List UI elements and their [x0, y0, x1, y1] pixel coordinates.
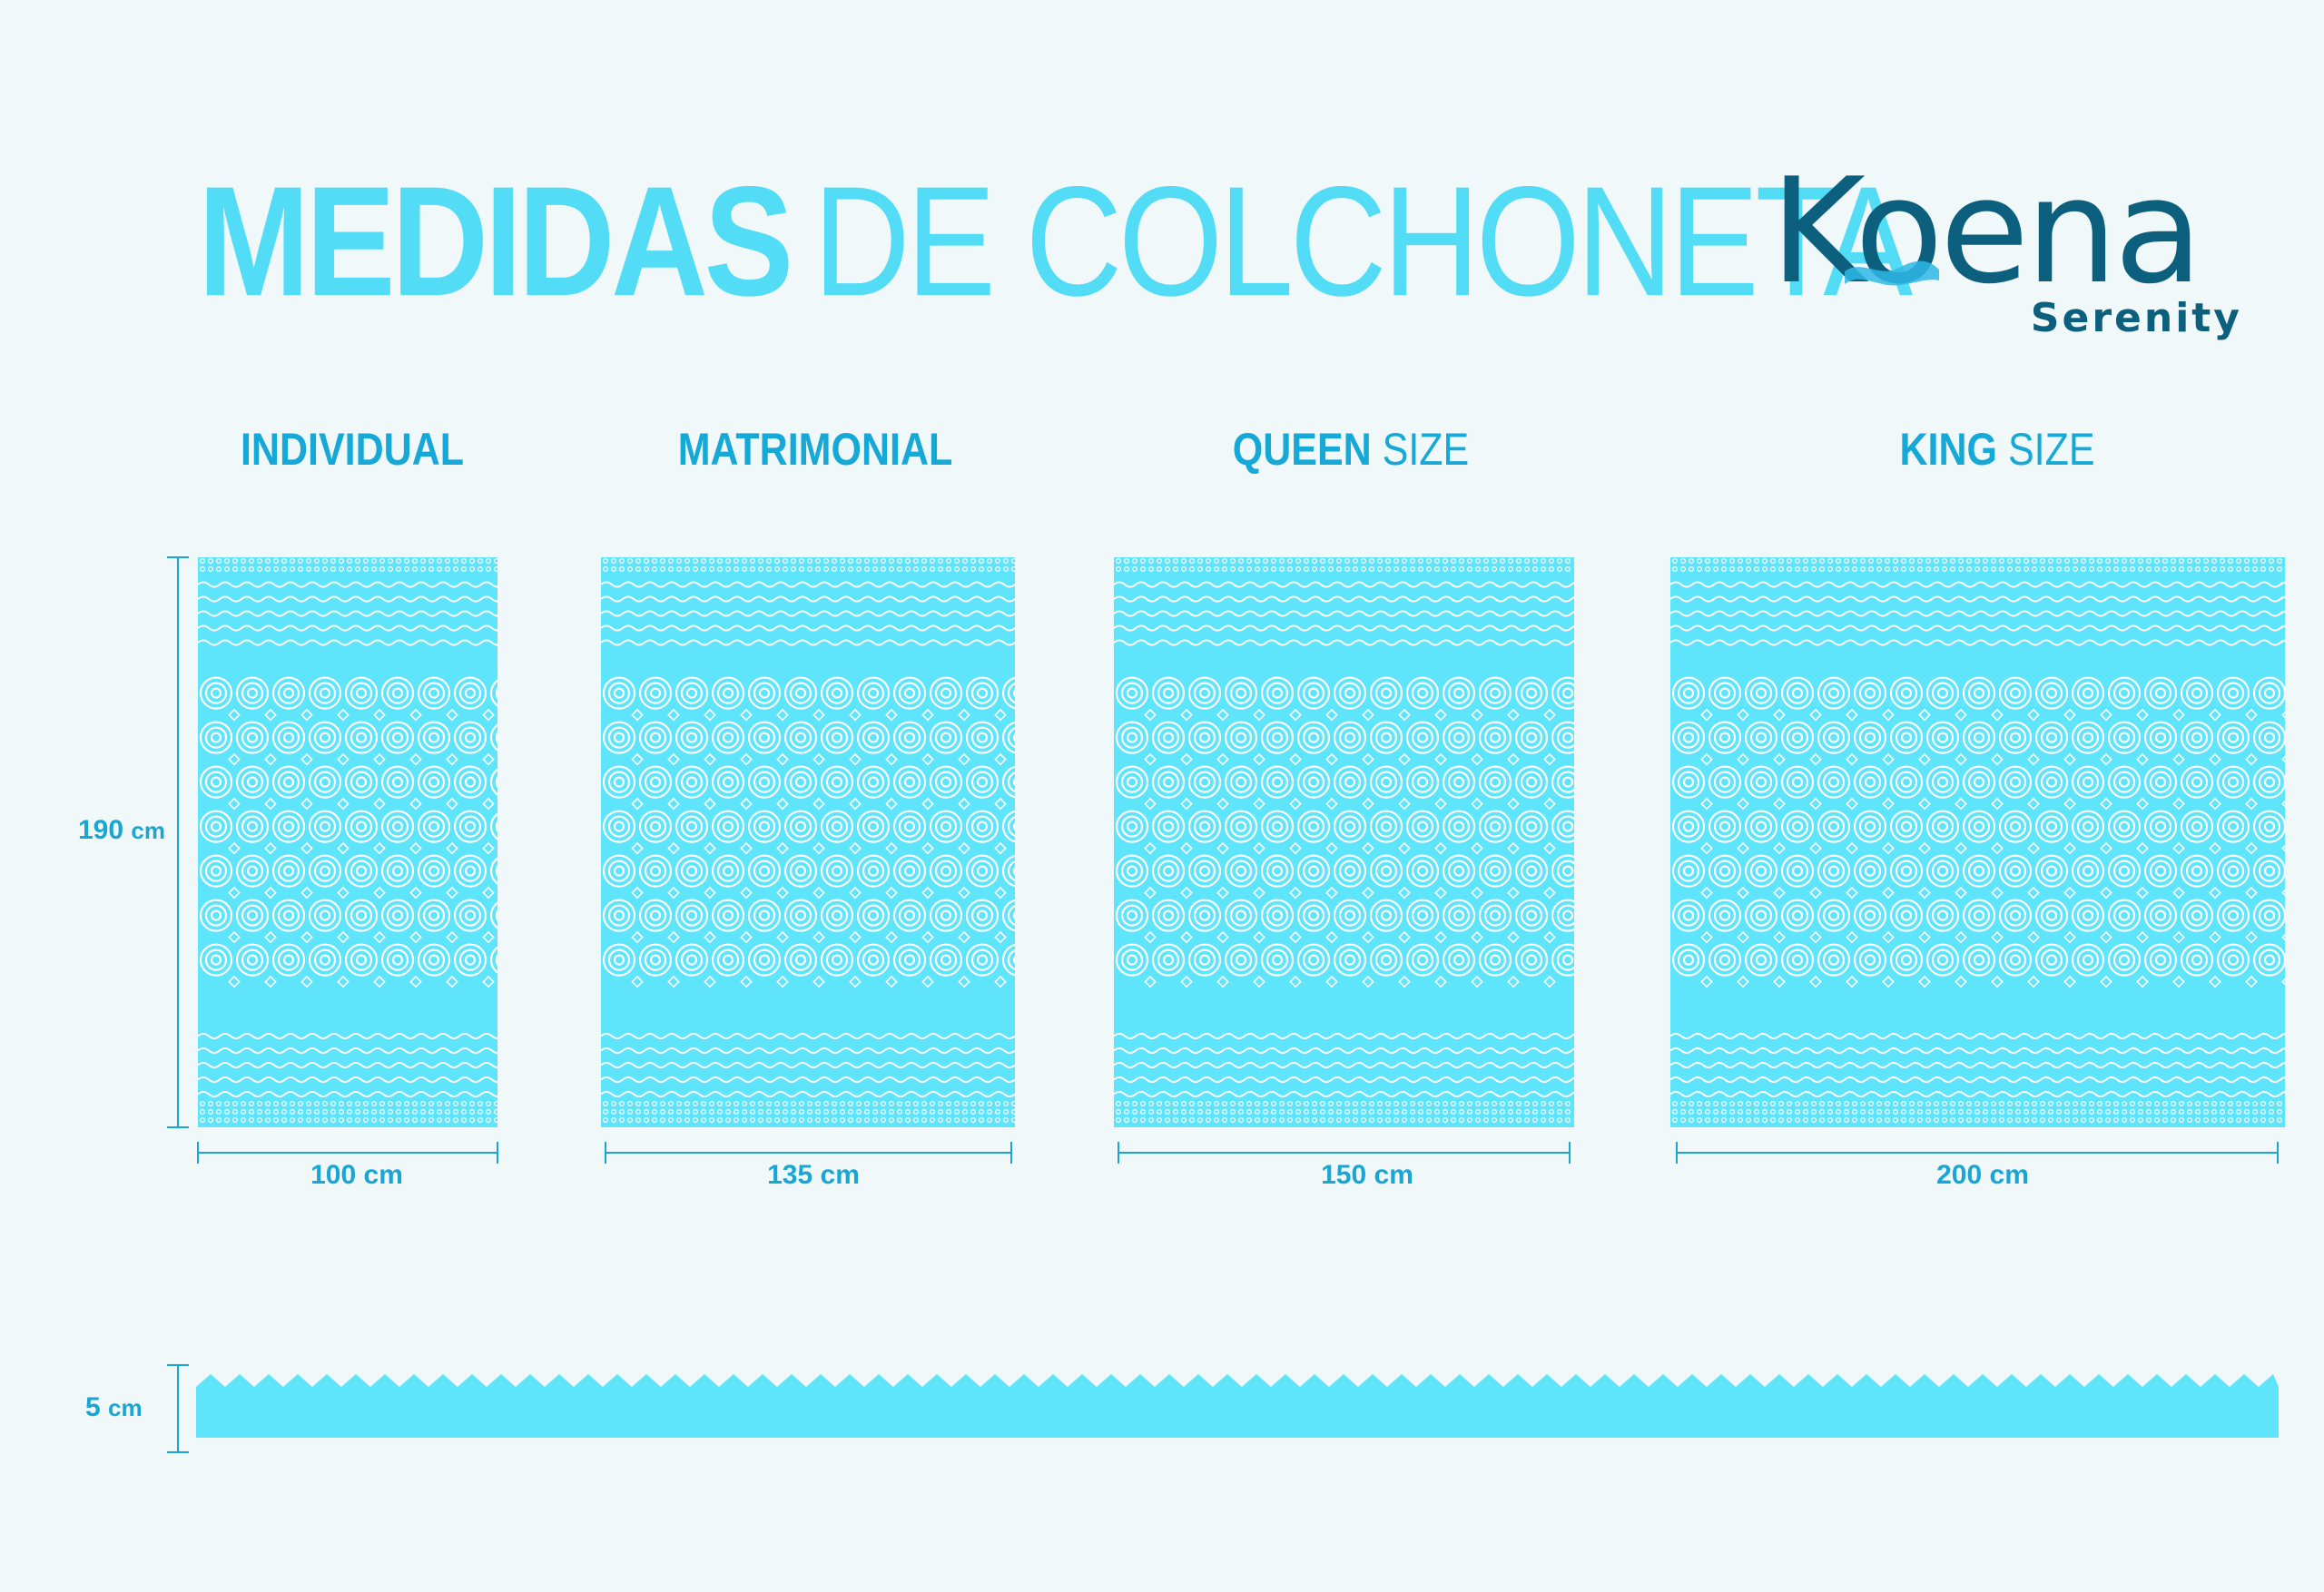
width-label-matrimonial: 135 cm	[767, 1160, 860, 1190]
page-title: MEDIDAS DE COLCHONETA	[198, 163, 1913, 319]
thickness-label: 5 cm	[85, 1392, 143, 1422]
size-label-queen: QUEEN SIZE	[1232, 424, 1470, 475]
title-light: DE COLCHONETA	[812, 154, 1913, 329]
logo-subtitle: Serenity	[2030, 295, 2242, 341]
length-label: 190 cm	[78, 815, 165, 845]
width-label-king: 200 cm	[1936, 1160, 2029, 1190]
width-label-queen: 150 cm	[1321, 1160, 1413, 1190]
width-label-individual: 100 cm	[310, 1160, 403, 1190]
mattress-pattern	[601, 557, 1015, 1123]
mattress-individual	[198, 557, 497, 1127]
mattress-matrimonial	[601, 557, 1015, 1127]
mattress-pattern	[1670, 557, 2285, 1123]
size-label-king: KING SIZE	[1899, 424, 2095, 475]
mattress-pattern	[198, 557, 497, 1123]
logo-brand-text: Koena	[1770, 146, 2203, 316]
size-label-matrimonial: MATRIMONIAL	[677, 424, 953, 475]
wave-icon	[1845, 260, 1939, 286]
title-bold: MEDIDAS	[198, 154, 793, 329]
size-label-individual: INDIVIDUAL	[240, 424, 465, 475]
brand-logo: Koena Serenity	[1770, 159, 2242, 359]
thickness-profile	[196, 1374, 2279, 1438]
mattress-king	[1670, 557, 2285, 1127]
mattress-pattern	[1114, 557, 1574, 1123]
mattress-queen	[1114, 557, 1574, 1127]
